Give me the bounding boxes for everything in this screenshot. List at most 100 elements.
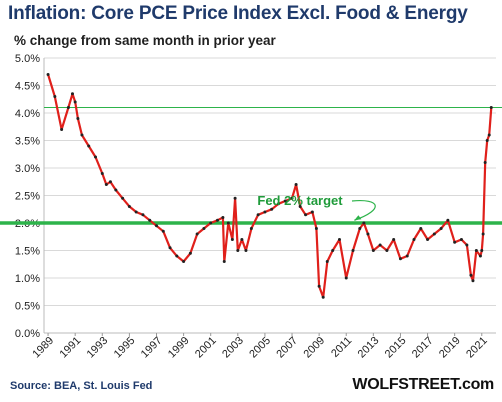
data-point xyxy=(432,232,436,236)
data-point xyxy=(481,232,485,236)
data-point xyxy=(283,199,287,203)
data-point xyxy=(317,284,321,288)
data-point xyxy=(134,210,138,214)
data-point xyxy=(459,238,463,241)
data-point xyxy=(276,202,280,206)
data-point xyxy=(351,249,355,252)
x-tick-label: 1997 xyxy=(139,335,165,361)
y-tick-label: 4.0% xyxy=(15,108,40,120)
data-point xyxy=(294,183,298,186)
data-point xyxy=(371,249,375,252)
data-point xyxy=(419,227,423,230)
data-point xyxy=(168,246,172,250)
data-point xyxy=(480,249,484,252)
data-point xyxy=(161,229,165,233)
data-point xyxy=(256,213,260,217)
data-point xyxy=(270,207,274,211)
y-tick-label: 0.5% xyxy=(15,301,40,313)
data-point xyxy=(244,249,248,252)
data-point xyxy=(487,133,491,137)
data-point xyxy=(405,254,409,258)
data-point xyxy=(182,260,186,263)
data-point xyxy=(485,139,489,142)
data-point xyxy=(474,249,478,252)
data-point xyxy=(108,180,112,184)
data-point xyxy=(362,221,366,225)
data-point xyxy=(378,243,382,247)
data-point xyxy=(127,205,131,208)
x-tick-label: 1995 xyxy=(112,335,138,361)
data-point xyxy=(60,128,64,131)
data-point xyxy=(358,227,362,230)
x-tick-label: 2003 xyxy=(220,335,246,361)
data-point xyxy=(195,232,199,236)
y-tick-label: 5.0% xyxy=(15,53,40,65)
data-point xyxy=(230,238,234,241)
x-tick-label: 2019 xyxy=(437,335,463,361)
data-point xyxy=(240,238,244,241)
data-point xyxy=(483,161,487,164)
data-point xyxy=(331,249,335,252)
data-point xyxy=(426,238,430,241)
data-point xyxy=(453,240,457,244)
data-point xyxy=(310,210,314,214)
data-point xyxy=(209,221,213,225)
data-point xyxy=(385,249,389,252)
data-point xyxy=(236,249,240,252)
data-point xyxy=(366,232,370,236)
x-tick-label: 2001 xyxy=(193,335,219,361)
data-point xyxy=(114,188,118,192)
data-point xyxy=(202,227,206,230)
data-point xyxy=(46,73,50,76)
x-tick-label: 2017 xyxy=(410,335,436,361)
data-point xyxy=(87,144,91,148)
data-point xyxy=(233,196,237,200)
data-point xyxy=(337,238,341,241)
data-point xyxy=(66,106,70,109)
data-point xyxy=(141,213,145,217)
data-point xyxy=(94,155,98,159)
data-point xyxy=(314,227,318,230)
x-tick-label: 1991 xyxy=(57,335,83,361)
y-tick-label: 1.5% xyxy=(15,246,40,258)
data-point xyxy=(298,205,302,208)
data-point xyxy=(222,260,226,263)
data-point xyxy=(104,183,108,186)
y-tick-label: 2.5% xyxy=(15,191,40,203)
data-point xyxy=(221,216,225,219)
y-tick-label: 0.0% xyxy=(15,328,40,340)
x-tick-label: 1999 xyxy=(166,335,192,361)
data-point xyxy=(290,196,294,200)
data-point xyxy=(471,279,475,283)
x-tick-label: 2005 xyxy=(247,335,273,361)
data-point xyxy=(154,224,158,228)
fed-target-annotation: Fed 2% target xyxy=(257,193,343,208)
brand-logo-text: WOLFSTREET.com xyxy=(352,376,494,393)
data-point xyxy=(412,238,416,241)
data-point xyxy=(73,100,77,104)
data-point xyxy=(304,213,308,217)
data-point xyxy=(148,218,152,222)
data-point xyxy=(439,227,443,230)
x-tick-label: 2011 xyxy=(329,335,354,360)
data-point xyxy=(100,172,104,175)
chart-subtitle: % change from same month in prior year xyxy=(14,33,276,48)
chart-title: Inflation: Core PCE Price Index Excl. Fo… xyxy=(8,3,468,24)
data-point xyxy=(263,210,267,214)
data-point xyxy=(398,257,402,261)
data-point xyxy=(53,95,57,98)
y-tick-label: 3.0% xyxy=(15,163,40,175)
data-point xyxy=(226,221,230,225)
data-point xyxy=(321,295,325,299)
data-point xyxy=(121,196,125,200)
source-note: Source: BEA, St. Louis Fed xyxy=(10,380,153,392)
data-point xyxy=(188,251,192,255)
x-tick-label: 2015 xyxy=(383,335,409,361)
x-tick-label: 2007 xyxy=(274,335,300,361)
data-point xyxy=(325,260,329,263)
x-tick-label: 1993 xyxy=(85,335,111,361)
annotation-arrowhead xyxy=(354,215,362,221)
data-point xyxy=(76,117,80,120)
data-point xyxy=(175,254,179,258)
